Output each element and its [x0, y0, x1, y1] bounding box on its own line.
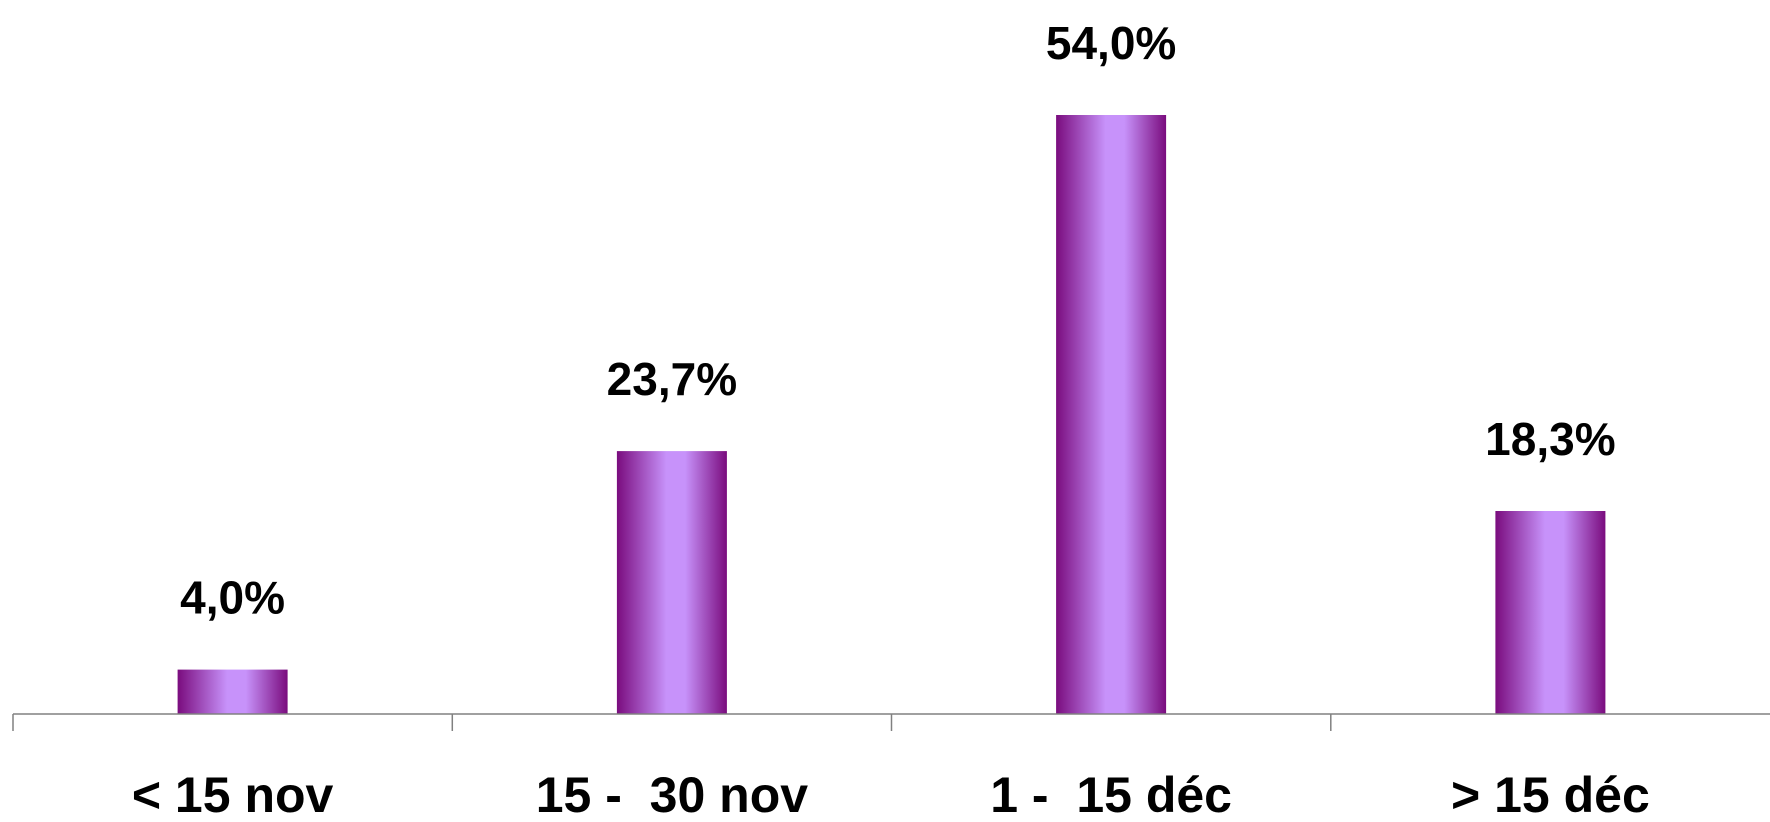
x-axis: [12, 713, 1770, 731]
bar-value-label: 54,0%: [1046, 17, 1176, 69]
bar: [1056, 115, 1167, 714]
bar: [616, 451, 727, 714]
bar: [177, 669, 288, 714]
bar-value-label: 4,0%: [180, 572, 285, 624]
x-tick-label: 15 - 30 nov: [536, 767, 809, 822]
x-tick-label: > 15 déc: [1451, 767, 1650, 822]
bars-group: [177, 115, 1606, 714]
data-labels-group: 4,0% 23,7% 54,0% 18,3%: [180, 17, 1615, 624]
bar-value-label: 23,7%: [607, 353, 737, 405]
bar: [1495, 511, 1606, 714]
bar-value-label: 18,3%: [1485, 413, 1615, 465]
x-tick-label: 1 - 15 déc: [990, 767, 1232, 822]
x-tick-labels-group: < 15 nov 15 - 30 nov 1 - 15 déc > 15 déc: [132, 767, 1650, 822]
x-tick-label: < 15 nov: [132, 767, 334, 822]
